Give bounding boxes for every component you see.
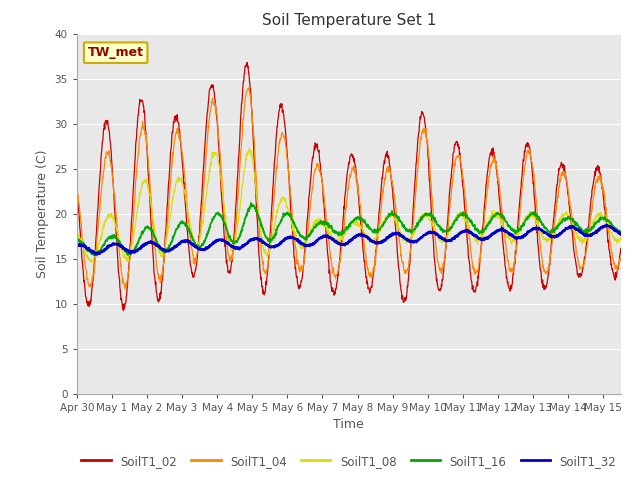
SoilT1_16 [247, 200, 255, 206]
SoilT1_16 [570, 219, 577, 225]
SoilT1_32 [73, 243, 81, 249]
SoilT1_32 [522, 232, 530, 238]
SoilT1_04 [617, 255, 625, 261]
SoilT1_08 [87, 259, 95, 265]
Line: SoilT1_16: SoilT1_16 [77, 203, 621, 256]
SoilT1_32 [617, 232, 625, 238]
SoilT1_02 [522, 141, 530, 147]
SoilT1_04 [433, 250, 441, 255]
SoilT1_02 [73, 185, 81, 191]
SoilT1_08 [522, 216, 530, 222]
SoilT1_02 [617, 246, 625, 252]
SoilT1_08 [570, 221, 577, 227]
SoilT1_16 [300, 236, 308, 242]
SoilT1_04 [245, 84, 253, 90]
Legend: SoilT1_02, SoilT1_04, SoilT1_08, SoilT1_16, SoilT1_32: SoilT1_02, SoilT1_04, SoilT1_08, SoilT1_… [76, 450, 621, 472]
Line: SoilT1_04: SoilT1_04 [77, 87, 621, 288]
SoilT1_08 [193, 242, 201, 248]
SoilT1_32 [92, 252, 100, 257]
SoilT1_16 [193, 244, 201, 250]
SoilT1_02 [193, 255, 201, 261]
SoilT1_02 [120, 308, 127, 313]
Line: SoilT1_08: SoilT1_08 [77, 148, 621, 262]
SoilT1_04 [522, 154, 530, 159]
SoilT1_04 [570, 226, 577, 231]
SoilT1_02 [243, 60, 251, 65]
SoilT1_04 [287, 194, 295, 200]
SoilT1_08 [73, 232, 81, 238]
SoilT1_16 [522, 216, 530, 222]
SoilT1_02 [433, 276, 441, 282]
SoilT1_32 [433, 231, 440, 237]
SoilT1_08 [617, 234, 625, 240]
SoilT1_16 [73, 239, 81, 244]
Title: Soil Temperature Set 1: Soil Temperature Set 1 [262, 13, 436, 28]
SoilT1_32 [193, 245, 201, 251]
SoilT1_16 [91, 253, 99, 259]
SoilT1_04 [73, 181, 81, 187]
SoilT1_04 [193, 249, 201, 255]
SoilT1_32 [603, 222, 611, 228]
Text: TW_met: TW_met [88, 46, 144, 59]
SoilT1_16 [617, 230, 625, 236]
SoilT1_08 [433, 232, 441, 238]
X-axis label: Time: Time [333, 418, 364, 431]
SoilT1_32 [300, 241, 308, 247]
SoilT1_16 [287, 215, 295, 221]
Line: SoilT1_32: SoilT1_32 [77, 225, 621, 254]
SoilT1_32 [569, 224, 577, 229]
Y-axis label: Soil Temperature (C): Soil Temperature (C) [36, 149, 49, 278]
SoilT1_08 [300, 242, 308, 248]
SoilT1_02 [287, 210, 295, 216]
SoilT1_02 [570, 240, 577, 245]
SoilT1_08 [287, 217, 295, 223]
Line: SoilT1_02: SoilT1_02 [77, 62, 621, 311]
SoilT1_16 [433, 221, 441, 227]
SoilT1_08 [246, 145, 253, 151]
SoilT1_02 [300, 254, 308, 260]
SoilT1_32 [287, 234, 294, 240]
SoilT1_04 [300, 256, 308, 262]
SoilT1_04 [121, 286, 129, 291]
